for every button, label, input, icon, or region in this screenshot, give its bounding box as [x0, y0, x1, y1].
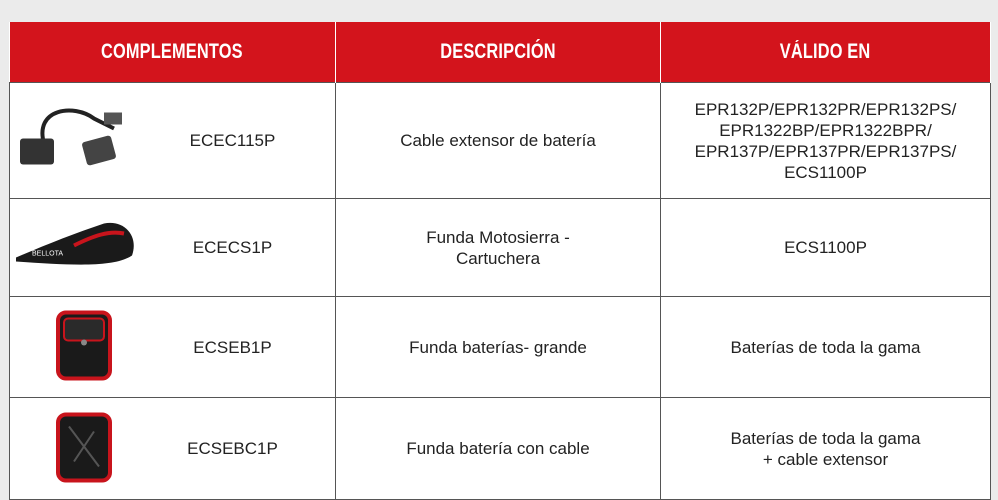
- product-code: ECSEBC1P: [187, 439, 278, 458]
- valid-cell: ECS1100P: [660, 198, 991, 297]
- accessories-table: COMPLEMENTOS DESCRIPCIÓN VÁLIDO EN ECEC1…: [9, 22, 991, 500]
- product-code: ECSEB1P: [193, 337, 272, 357]
- table-row: ECEC115P Cable extensor de batería EPR132P…: [9, 82, 991, 199]
- product-code: ECEC115P: [189, 131, 276, 150]
- cell-line: ECS1100P: [784, 162, 867, 182]
- table-body: ECEC115P Cable extensor de batería EPR132P…: [9, 82, 991, 500]
- cell-line: EPR132P/EPR132PR/EPR132PS/: [694, 99, 957, 119]
- product-image: [14, 305, 134, 390]
- valid-cell: Baterías de toda la gama + cable extensor: [660, 397, 991, 500]
- product-code: ECECS1P: [192, 238, 273, 257]
- description-cell: Funda Motosierra - Cartuchera: [335, 198, 661, 297]
- product-cell: BELLOTA ECECS1P: [9, 198, 336, 297]
- description-cell: Cable extensor de batería: [335, 82, 661, 199]
- cell-line: EPR1322BP/EPR1322BPR/: [719, 120, 932, 140]
- product-cell: ECSEB1P: [9, 296, 336, 398]
- header-text: DESCRIPCIÓN: [440, 40, 556, 63]
- product-image: BELLOTA: [14, 215, 144, 280]
- valid-cell: Baterías de toda la gama: [660, 296, 991, 398]
- product-image: [14, 98, 124, 183]
- table-row: BELLOTA ECECS1P Funda Motosierra - Cartuche…: [9, 198, 991, 297]
- valid-cell: EPR132P/EPR132PR/EPR132PS/EPR1322BP/EPR1…: [660, 82, 991, 199]
- product-cell: ECEC115P: [9, 82, 336, 199]
- header-row: COMPLEMENTOS DESCRIPCIÓN VÁLIDO EN: [9, 22, 991, 83]
- description-cell: Funda baterías- grande: [335, 296, 661, 398]
- cell-line: ECS1100P: [784, 238, 867, 257]
- cell-line: Baterías de toda la gama: [730, 337, 921, 357]
- cell-line: Funda baterías- grande: [409, 337, 587, 357]
- cell-line: Funda Motosierra -: [426, 227, 570, 247]
- header-cell: VÁLIDO EN: [660, 22, 991, 83]
- cell-line: Funda batería con cable: [406, 439, 590, 458]
- table-row: ECSEBC1P Funda batería con cable Baterías …: [9, 397, 991, 500]
- table-row: ECSEB1P Funda baterías- grande Baterías de…: [9, 296, 991, 398]
- svg-text:BELLOTA: BELLOTA: [32, 250, 63, 257]
- cell-line: Baterías de toda la gama: [730, 428, 921, 448]
- cell-line: Cartuchera: [455, 248, 541, 268]
- cell-line: + cable extensor: [762, 449, 889, 469]
- header-text: COMPLEMENTOS: [101, 40, 244, 63]
- cell-line: Cable extensor de batería: [400, 131, 596, 150]
- product-cell: ECSEBC1P: [9, 397, 336, 500]
- header-cell: COMPLEMENTOS: [9, 22, 336, 83]
- header-cell: DESCRIPCIÓN: [335, 22, 661, 83]
- header-text: VÁLIDO EN: [780, 40, 871, 63]
- cell-line: EPR137P/EPR137PR/EPR137PS/: [694, 141, 957, 161]
- description-cell: Funda batería con cable: [335, 397, 661, 500]
- product-image: [14, 406, 134, 491]
